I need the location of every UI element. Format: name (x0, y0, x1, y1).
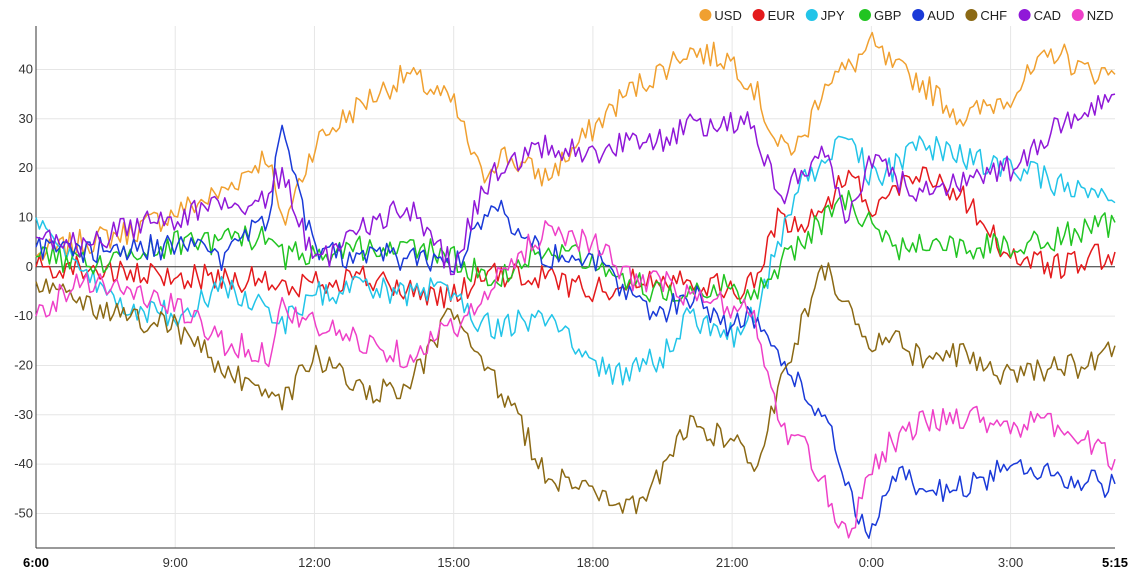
x-tick-label: 9:00 (163, 555, 188, 570)
legend-item-gbp[interactable]: GBP (859, 8, 901, 23)
legend-swatch-aud (912, 9, 925, 21)
legend-swatch-nzd (1071, 9, 1084, 21)
legend-label-cad: CAD (1034, 8, 1061, 23)
legend-label-gbp: GBP (874, 8, 901, 23)
y-tick-label: 0 (26, 259, 33, 274)
y-tick-label: 30 (19, 111, 33, 126)
y-tick-label: 20 (19, 160, 33, 175)
y-tick-label: 10 (19, 209, 33, 224)
series-line-cad (35, 93, 1116, 276)
series-lines (35, 31, 1116, 539)
y-tick-label: -20 (14, 357, 33, 372)
series-line-aud (35, 124, 1116, 539)
y-tick-label: -50 (14, 505, 33, 520)
legend-item-nzd[interactable]: NZD (1071, 8, 1114, 23)
legend-label-eur: EUR (768, 8, 795, 23)
series-line-jpy (35, 135, 1116, 386)
x-tick-label: 5:15 (1102, 555, 1128, 570)
y-tick-label: 40 (19, 61, 33, 76)
legend-label-aud: AUD (927, 8, 954, 23)
y-tick-label: -30 (14, 407, 33, 422)
y-tick-label: -40 (14, 456, 33, 471)
legend-swatch-gbp (859, 9, 871, 21)
series-line-usd (35, 31, 1116, 261)
legend-swatch-cad (1018, 9, 1031, 21)
series-line-eur (35, 166, 1116, 309)
series-line-gbp (35, 189, 1116, 304)
chart-axes: 40 30 20 10 0 -10 -20 -30 -40 -50 6:00 9:00 12:00 15:… (14, 26, 1128, 570)
legend-item-usd[interactable]: USD (699, 8, 742, 23)
legend-label-jpy: JPY (821, 8, 845, 23)
legend-item-jpy[interactable]: JPY (805, 8, 845, 23)
x-tick-label: 3:00 (998, 555, 1023, 570)
legend-swatch-jpy (805, 9, 818, 21)
legend-label-chf: CHF (980, 8, 1007, 23)
y-tick-label: -10 (14, 308, 33, 323)
x-tick-label: 12:00 (298, 555, 331, 570)
legend[interactable]: USD EUR JPY GBP AUD CHF CAD NZD (699, 8, 1114, 23)
legend-label-nzd: NZD (1087, 8, 1114, 23)
legend-item-cad[interactable]: CAD (1018, 8, 1061, 23)
x-tick-label: 6:00 (23, 555, 49, 570)
series-line-chf (35, 262, 1116, 515)
legend-item-chf[interactable]: CHF (965, 8, 1007, 23)
series-line-nzd (35, 220, 1116, 539)
x-tick-label: 15:00 (437, 555, 470, 570)
legend-item-eur[interactable]: EUR (752, 8, 795, 23)
legend-label-usd: USD (714, 8, 741, 23)
legend-item-aud[interactable]: AUD (912, 8, 955, 23)
grid-lines (36, 26, 1115, 548)
legend-swatch-eur (752, 9, 765, 21)
legend-swatch-chf (965, 9, 978, 21)
x-tick-label: 21:00 (716, 555, 749, 570)
x-tick-label: 0:00 (859, 555, 884, 570)
x-tick-label: 18:00 (577, 555, 610, 570)
legend-swatch-usd (699, 9, 712, 21)
